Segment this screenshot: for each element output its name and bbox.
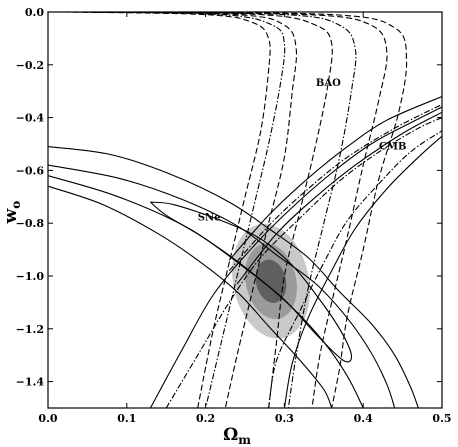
bao-contour-5 — [103, 12, 388, 408]
x-axis-label: Ωm — [223, 425, 251, 447]
y-tick-label: −0.4 — [16, 112, 45, 125]
cmb-contour-0 — [228, 95, 442, 261]
sne-contour-4 — [48, 185, 333, 408]
x-tick-label: 0.1 — [117, 412, 136, 425]
bao-contour-6 — [110, 12, 408, 408]
sne-contour-2 — [48, 175, 364, 408]
sne-contour-1 — [48, 146, 419, 408]
y-tick-label: −0.8 — [16, 217, 45, 230]
bao-contour-0 — [63, 12, 271, 408]
y-tick-label: −0.2 — [16, 59, 44, 72]
cmb-contour-4 — [283, 135, 442, 408]
bao-contour-2 — [79, 12, 298, 408]
sne-contour-3 — [48, 164, 396, 408]
annotations: BAO CMB SNe — [198, 78, 407, 224]
cmb-contour-1 — [236, 111, 442, 285]
combined-region-2 — [255, 259, 287, 303]
bao-contour-3 — [87, 12, 333, 408]
bao-contour-4 — [95, 12, 357, 408]
y-tick-label: −1.4 — [16, 376, 45, 389]
y-tick-label: −1.0 — [16, 270, 45, 283]
y-tick-label: −0.6 — [16, 164, 45, 177]
x-tick-label: 0.2 — [196, 412, 215, 425]
y-tick-label: −1.2 — [16, 323, 44, 336]
bao-contour-1 — [71, 12, 286, 408]
axis-ticks: 0.0 0.1 0.2 0.3 0.4 0.5 0.0 −0.2 −0.4 −0.6 −0.8 −1.… — [16, 6, 452, 425]
annotation-cmb: CMB — [379, 141, 406, 152]
x-tick-label: 0.5 — [432, 412, 451, 425]
x-tick-label: 0.3 — [275, 412, 294, 425]
y-axis-label: wo — [1, 201, 23, 225]
cmb-contours — [149, 95, 442, 408]
cmb-contour-5 — [165, 117, 442, 408]
cmb-contour-2 — [228, 103, 442, 272]
annotation-sne: SNe — [198, 213, 221, 224]
cmb-contour-3 — [149, 106, 442, 408]
y-tick-label: 0.0 — [25, 6, 44, 19]
x-tick-label: 0.0 — [38, 412, 57, 425]
cmb-contour-6 — [268, 130, 442, 408]
plot-frame — [47, 11, 443, 409]
annotation-bao: BAO — [316, 78, 341, 89]
x-tick-label: 0.4 — [354, 412, 373, 425]
plot-area — [48, 12, 442, 408]
